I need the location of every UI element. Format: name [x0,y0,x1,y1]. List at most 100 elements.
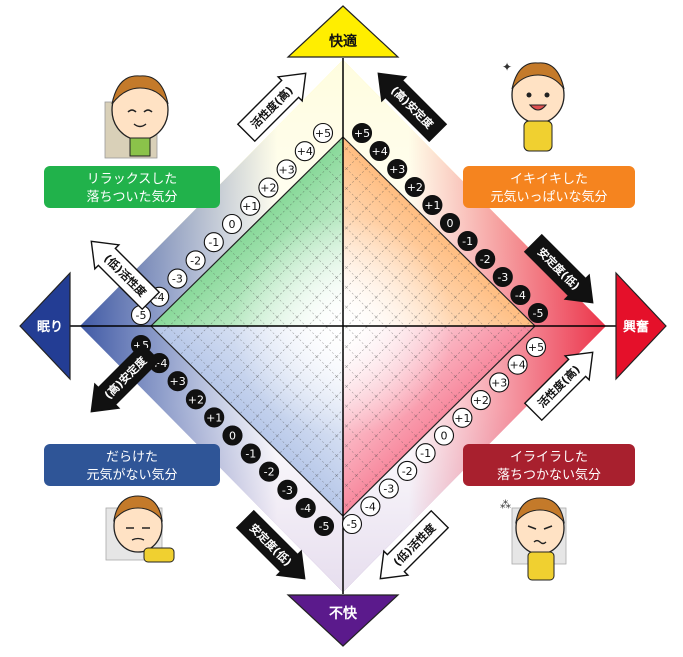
scale-marker-top-right: -4 [510,284,531,306]
scale-marker-bottom-left: -1 [240,443,261,464]
child-relaxed-illustration [104,75,169,159]
scale-circle [404,176,425,198]
scale-label: +3 [169,375,185,388]
scale-circle [378,478,399,499]
scale-label: -3 [383,483,394,496]
scale-circle [258,177,279,198]
label-lively-line1: イキイキした [510,172,588,187]
scale-marker-bottom-right: +3 [489,372,510,393]
poles: 快適 不快 眠り 興奮 [19,5,667,647]
pole-right-label: 興奮 [623,319,649,335]
scale-marker-bottom-left: -2 [259,461,280,482]
scale-marker-bottom-left: -4 [295,497,316,518]
scale-marker-bottom-right: 0 [433,425,455,446]
scale-circle [351,122,373,144]
scale-circle [360,496,381,517]
scale-label: +2 [473,394,489,407]
arrow-left-upper: (低)活性度 [90,240,161,311]
scale-marker-bottom-right: -1 [415,443,436,464]
scale-marker-bottom-right: -5 [341,513,363,535]
scale-marker-top-left: 0 [221,213,243,235]
label-dull-line1: だらけた [106,450,158,465]
arrow-bottom-left: 安定度(低) [235,509,306,580]
scale-circle [204,407,225,428]
scale-label: +1 [424,199,440,212]
scale-marker-top-right: +3 [387,158,408,180]
scale-circle [295,497,316,518]
scale-circle [397,460,418,481]
label-relaxed-line1: リラックスした [87,172,178,187]
scale-label: +1 [454,412,470,425]
scale-marker-bottom-left: 0 [222,425,243,446]
scale-label: -4 [300,502,311,515]
scale-marker-top-right: -5 [527,302,549,324]
scale-circle [470,390,491,411]
scale-circle [276,159,297,180]
scale-circle [185,250,206,271]
scale-circle [294,141,315,162]
scale-marker-bottom-right: +4 [507,354,528,375]
arrow-shape [377,72,448,143]
scale-label: +4 [371,145,387,158]
scale-label: -5 [319,520,330,533]
scale-label: 0 [447,217,454,230]
scale-label: +3 [278,163,294,176]
pole-bottom-triangle [286,594,400,647]
label-lively: イキイキした 元気いっぱいな気分 [463,166,635,208]
scale-circle [422,194,443,216]
arrow-shape [90,240,161,311]
scale-label: -3 [172,273,183,286]
scale-circle [415,443,436,464]
scale-circle [240,443,261,464]
scale-marker-bottom-right: +5 [525,336,547,358]
label-lively-line2: 元気いっぱいな気分 [490,189,607,205]
scale-circle [221,213,243,235]
scale-circle [492,266,513,288]
scale-label: -5 [533,307,544,320]
scale-label: 0 [229,430,236,443]
scale-marker-bottom-left: +2 [185,389,206,410]
arrow-shape [90,342,161,413]
scale-label: -1 [420,447,431,460]
scale-label: 0 [441,430,448,443]
scale-marker-top-right: -2 [475,248,496,270]
scale-circle [525,336,547,358]
scale-label: +2 [260,182,276,195]
label-relaxed-line2: 落ちついた気分 [86,189,177,205]
scale-circle [369,140,390,162]
scale-label: -1 [208,236,219,249]
scale-marker-top-right: +5 [351,122,373,144]
arrow-bottom-right: (低)活性度 [379,509,450,580]
scale-marker-top-left: -3 [167,268,188,289]
pole-left-triangle [19,271,71,381]
stress-lines-icon: ⁂ [500,498,511,511]
scale-marker-top-right: +4 [369,140,390,162]
scale-label: -3 [497,271,508,284]
scale-circle [457,230,478,252]
arrow-shape [379,509,450,580]
scale-label: -4 [365,500,376,513]
scale-label: +3 [389,163,405,176]
scale-label: -1 [245,448,256,461]
scale-marker-bottom-right: +2 [470,390,491,411]
scale-marker-top-right: -3 [492,266,513,288]
label-relaxed-box [44,166,220,208]
scale-circle [489,372,510,393]
scale-circle [240,195,261,216]
scale-marker-top-left: +5 [312,122,334,144]
label-irritated-box [463,444,635,486]
scale-circle [475,248,496,270]
scale-circle [167,268,188,289]
scale-marker-top-left: -1 [203,232,224,253]
scale-label: -1 [462,235,473,248]
scale-label: +5 [354,127,370,140]
axes [70,58,616,594]
label-irritated: イライラした 落ちつかない気分 [463,444,635,486]
pole-top-triangle [286,5,400,58]
scale-marker-bottom-left: +3 [167,371,188,392]
scale-circle [277,479,298,500]
scale-label: +4 [509,359,525,372]
scale-circle [507,354,528,375]
pole-bottom-label: 不快 [329,605,358,622]
